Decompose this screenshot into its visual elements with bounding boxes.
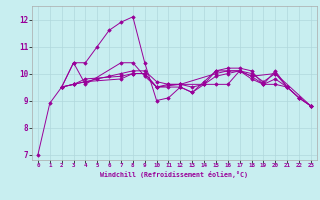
X-axis label: Windchill (Refroidissement éolien,°C): Windchill (Refroidissement éolien,°C): [100, 171, 248, 178]
